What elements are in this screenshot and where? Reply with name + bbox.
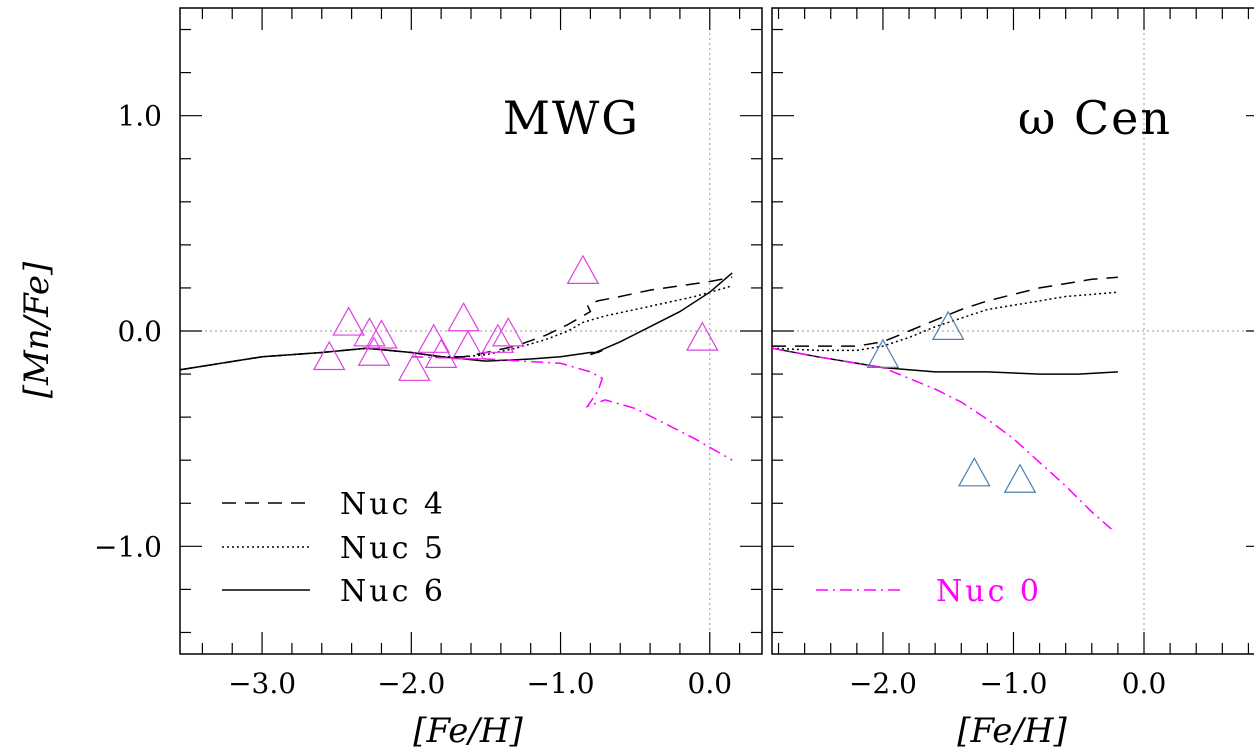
y-tick-label: 1.0 [117, 100, 162, 133]
legend-label-nuc4: Nuc 4 [340, 487, 446, 522]
x-tick-label: 0.0 [688, 667, 733, 700]
data-point-triangle [417, 323, 451, 353]
x-axis-label: [Fe/H] [413, 711, 523, 750]
series-line-dashdot [411, 356, 733, 461]
series-line-nuc-6 [179, 272, 733, 371]
x-tick-label: 0.0 [1122, 667, 1167, 700]
x-tick-label: −1.0 [527, 667, 595, 700]
data-point-triangle [1003, 463, 1037, 493]
series-line-nuc-0 [771, 347, 1112, 530]
series-line-nuc-6 [771, 347, 1118, 375]
data-point-triangle [481, 323, 515, 353]
y-tick-label: 0.0 [117, 315, 162, 348]
data-point-triangle [397, 351, 431, 381]
data-point-triangle [365, 319, 398, 349]
data-point-triangle [931, 310, 965, 340]
data-point-triangle [447, 301, 480, 332]
panel-title: MWG [503, 91, 640, 145]
x-tick-label: −2.0 [377, 667, 445, 700]
data-point-triangle [424, 338, 458, 368]
data-point-triangle [566, 254, 600, 284]
series-line-nuc-4 [772, 276, 1118, 347]
y-axis-label: [Mn/Fe] [17, 261, 57, 398]
data-point-triangle [332, 306, 365, 336]
panel-title: ω Cen [1018, 91, 1172, 145]
legend-label-nuc5: Nuc 5 [340, 531, 446, 566]
legend-label-nuc0: Nuc 0 [936, 574, 1042, 609]
data-point-triangle [957, 457, 991, 487]
panel-mwg: MWG [Fe/H] Nuc 4 Nuc 5 Nuc 6 −3.0 −2.0 −1.… [94, 7, 763, 750]
data-point-triangle [451, 329, 485, 360]
panel-omega-cen: ω Cen [Fe/H] Nuc 0 −2.0 −1.0 0.0 [771, 7, 1254, 750]
data-point-triangle [491, 317, 525, 347]
legend-label-nuc6: Nuc 6 [340, 574, 446, 609]
series-line-nuc-5 [771, 291, 1118, 352]
x-tick-label: −1.0 [979, 667, 1047, 700]
legend: Nuc 4 Nuc 5 Nuc 6 [222, 487, 446, 609]
data-point-triangle [357, 336, 391, 366]
x-axis-label: [Fe/H] [957, 711, 1067, 750]
data-point-triangle [685, 321, 719, 351]
legend: Nuc 0 [816, 574, 1042, 609]
x-tick-label: −2.0 [849, 667, 917, 700]
x-tick-label: −3.0 [228, 667, 296, 700]
series-line-nuc-4 [179, 276, 733, 371]
y-tick-label: −1.0 [94, 530, 162, 563]
data-point-triangle [312, 340, 346, 371]
data-point-triangle [866, 338, 900, 368]
